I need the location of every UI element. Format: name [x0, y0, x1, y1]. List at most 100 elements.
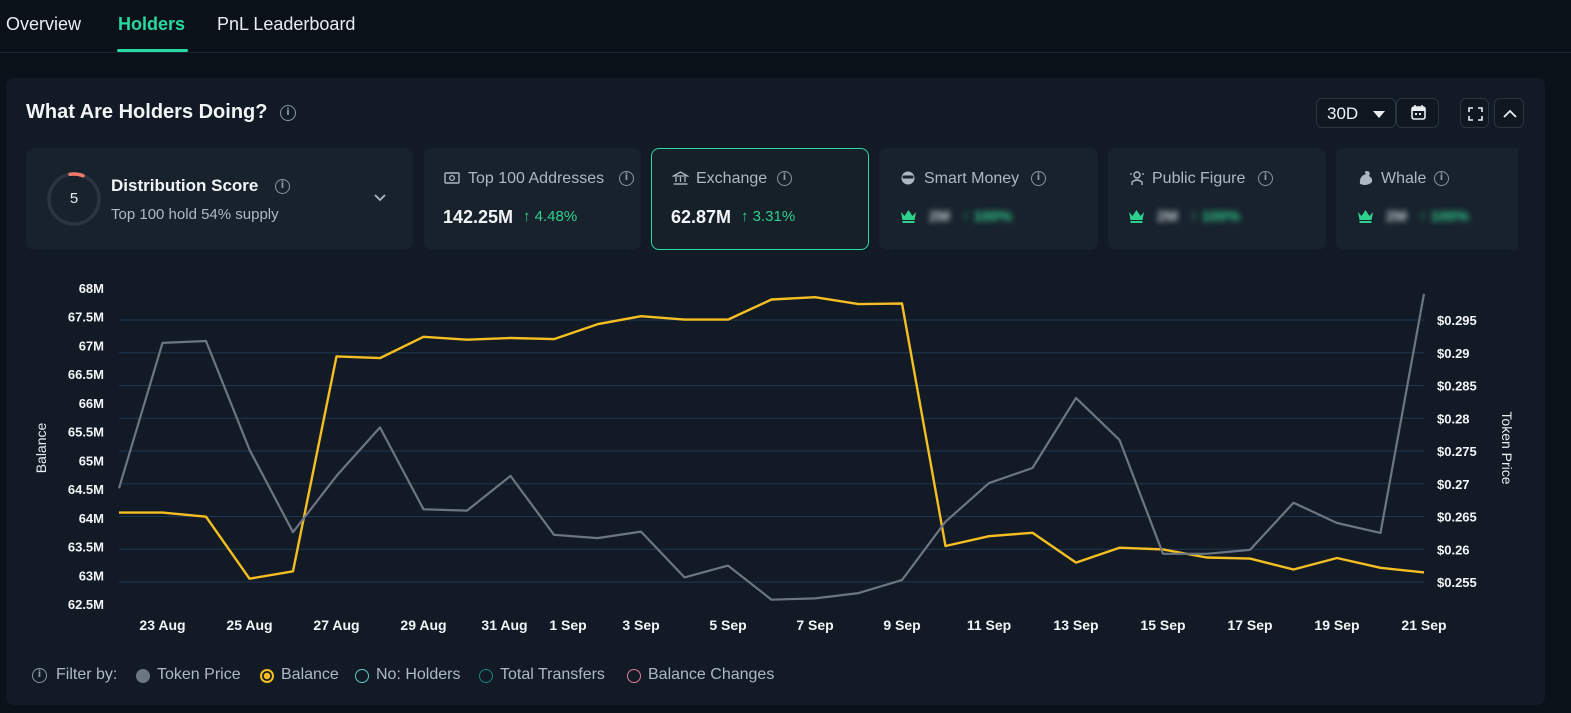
legend-prefix: Filter by: — [56, 666, 118, 683]
y2-tick-label: $0.255 — [1437, 575, 1477, 590]
info-icon[interactable]: i — [32, 668, 47, 683]
card-change-value: 3.31% — [752, 208, 796, 225]
info-icon[interactable]: i — [1031, 171, 1046, 186]
x-tick-label: 17 Sep — [1227, 617, 1272, 633]
bank-icon — [672, 171, 689, 185]
info-icon[interactable]: i — [275, 179, 290, 194]
holders-chart[interactable]: 68M 67.5M 67M 66.5M 66M 65.5M 65M 64.5M 64M 63.5M… — [0, 260, 1571, 650]
info-icon[interactable]: i — [619, 171, 634, 186]
card-whale[interactable] — [1336, 148, 1518, 250]
x-tick-label: 25 Aug — [226, 617, 272, 633]
card-top-100-addresses[interactable] — [424, 148, 641, 250]
tab-overview[interactable]: Overview — [6, 14, 82, 34]
card-label: Public Figure — [1152, 170, 1246, 187]
card-change-value: 4.48% — [534, 208, 578, 225]
series-line-token-price — [117, 293, 1426, 601]
chevron-down-icon[interactable] — [373, 193, 387, 203]
figure-icon — [1130, 171, 1144, 185]
x-tick-label: 29 Aug — [400, 617, 446, 633]
score-ring — [47, 172, 101, 226]
y2-tick-label: $0.26 — [1437, 542, 1470, 557]
legend-dot — [627, 669, 641, 683]
locked-change: ↑ 100% — [1419, 208, 1470, 225]
locked-change-value: 100% — [1430, 208, 1470, 225]
y-tick-label: 67.5M — [68, 310, 104, 325]
crown-icon — [1129, 210, 1144, 223]
y-tick-label: 67M — [79, 338, 104, 353]
whale-icon — [1359, 171, 1373, 185]
legend-dot — [479, 669, 493, 683]
info-icon[interactable]: i — [777, 171, 792, 186]
x-tick-label: 27 Aug — [313, 617, 359, 633]
active-tab-indicator — [117, 49, 188, 52]
x-tick-label: 3 Sep — [622, 617, 659, 633]
crown-icon — [1358, 210, 1373, 223]
x-tick-label: 5 Sep — [709, 617, 746, 633]
legend-label: No: Holders — [376, 666, 461, 683]
distribution-score-card[interactable] — [26, 148, 413, 250]
locked-value: 2M — [1386, 208, 1407, 225]
panel-title: What Are Holders Doing? — [26, 101, 268, 123]
info-icon[interactable]: i — [1258, 171, 1273, 186]
time-range-select[interactable]: 30D — [1316, 98, 1396, 128]
fullscreen-button[interactable] — [1460, 98, 1489, 128]
x-tick-label: 13 Sep — [1053, 617, 1098, 633]
fullscreen-icon — [1468, 107, 1483, 121]
collapse-button[interactable] — [1494, 98, 1524, 128]
x-tick-label: 23 Aug — [139, 617, 185, 633]
chevron-up-icon — [1503, 109, 1517, 118]
legend-label: Token Price — [157, 666, 241, 683]
card-public-figure[interactable] — [1108, 148, 1326, 250]
distribution-score-title: Distribution Score — [111, 176, 259, 195]
time-range-value: 30D — [1327, 104, 1359, 123]
series-line-balance — [119, 296, 1425, 580]
y2-tick-label: $0.29 — [1437, 346, 1470, 361]
distribution-score-subtitle: Top 100 hold 54% supply — [111, 206, 279, 223]
info-icon[interactable]: i — [1434, 171, 1449, 186]
y-axis-label: Balance — [33, 422, 49, 473]
card-label: Exchange — [696, 170, 768, 187]
x-tick-label: 19 Sep — [1314, 617, 1359, 633]
sunglasses-icon — [901, 171, 915, 185]
card-smart-money[interactable] — [879, 148, 1098, 250]
calendar-icon — [1411, 105, 1426, 120]
y-tick-label: 62.5M — [68, 597, 104, 612]
y-tick-label: 64M — [79, 511, 104, 526]
card-exchange[interactable] — [651, 148, 869, 250]
card-label: Top 100 Addresses — [468, 170, 605, 187]
y2-tick-label: $0.27 — [1437, 477, 1470, 492]
legend-label: Total Transfers — [500, 666, 605, 683]
legend-dot — [136, 669, 150, 683]
distribution-score-value: 5 — [69, 190, 79, 207]
locked-change: ↑ 100% — [1190, 208, 1241, 225]
locked-change-value: 100% — [973, 208, 1013, 225]
locked-value: 2M — [929, 208, 950, 225]
locked-value: 2M — [1157, 208, 1178, 225]
y-tick-label: 66.5M — [68, 367, 104, 382]
legend-dot — [355, 669, 369, 683]
tab-pnl-leaderboard[interactable]: PnL Leaderboard — [217, 14, 356, 34]
legend-dot — [260, 669, 274, 683]
x-tick-label: 15 Sep — [1140, 617, 1185, 633]
calendar-button[interactable] — [1396, 98, 1439, 128]
x-tick-label: 21 Sep — [1401, 617, 1446, 633]
x-tick-label: 9 Sep — [883, 617, 920, 633]
legend-label: Balance Changes — [648, 666, 775, 683]
card-value: 142.25M — [443, 207, 514, 227]
info-icon[interactable]: i — [280, 105, 296, 121]
y2-tick-label: $0.28 — [1437, 411, 1470, 426]
x-tick-label: 7 Sep — [796, 617, 833, 633]
card-label: Smart Money — [924, 170, 1020, 187]
y2-tick-label: $0.265 — [1437, 510, 1477, 525]
money-icon — [444, 172, 460, 184]
y-tick-label: 65M — [79, 453, 104, 468]
locked-change: ↑ 100% — [962, 208, 1013, 225]
x-tick-label: 31 Aug — [481, 617, 527, 633]
y-tick-label: 65.5M — [68, 425, 104, 440]
tab-holders[interactable]: Holders — [118, 14, 186, 34]
card-label: Whale — [1381, 170, 1427, 187]
card-value: 62.87M — [671, 207, 732, 227]
y-tick-label: 68M — [79, 281, 104, 296]
locked-change-value: 100% — [1201, 208, 1241, 225]
y-tick-label: 66M — [79, 396, 104, 411]
